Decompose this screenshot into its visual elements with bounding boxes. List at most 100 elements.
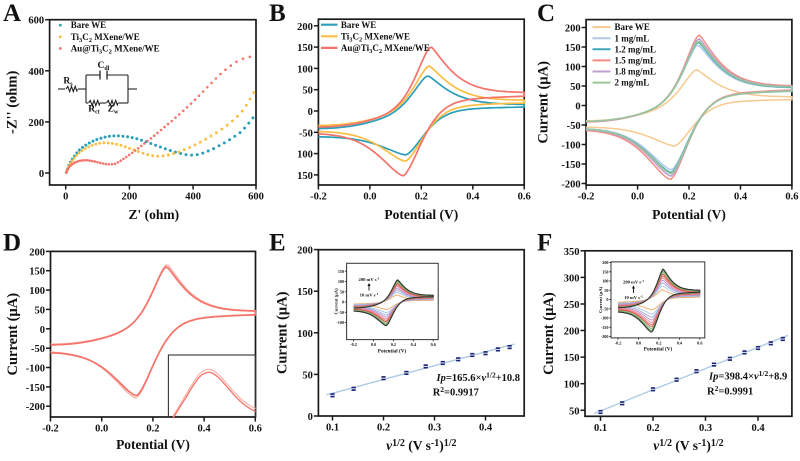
svg-text:100: 100 xyxy=(297,329,313,340)
svg-text:F: F xyxy=(537,230,552,257)
svg-text:Rct: Rct xyxy=(88,105,100,116)
svg-text:Potential (V): Potential (V) xyxy=(384,207,458,222)
svg-text:1 mg/mL: 1 mg/mL xyxy=(615,33,650,43)
svg-text:0.4: 0.4 xyxy=(751,423,765,434)
svg-text:Zw: Zw xyxy=(108,105,119,116)
svg-text:-0.2: -0.2 xyxy=(615,340,622,345)
svg-text:v1/2 (V s-1)1/2: v1/2 (V s-1)1/2 xyxy=(386,438,456,453)
svg-text:1.8 mg/mL: 1.8 mg/mL xyxy=(615,67,657,77)
svg-text:-0.2: -0.2 xyxy=(350,342,357,347)
svg-text:0.4: 0.4 xyxy=(677,340,683,345)
svg-text:Au@Ti3C2 MXene/WE: Au@Ti3C2 MXene/WE xyxy=(341,43,430,55)
svg-text:-150: -150 xyxy=(561,160,580,171)
svg-text:0.1: 0.1 xyxy=(326,423,339,434)
svg-text:100: 100 xyxy=(564,380,580,391)
svg-text:Bare WE: Bare WE xyxy=(341,20,376,30)
svg-text:0: 0 xyxy=(606,297,608,302)
svg-text:-100: -100 xyxy=(336,320,344,325)
svg-text:Ti3C2 MXene/WE: Ti3C2 MXene/WE xyxy=(341,31,410,43)
svg-text:A: A xyxy=(3,0,21,27)
svg-text:100: 100 xyxy=(29,286,45,297)
svg-text:150: 150 xyxy=(564,353,580,364)
svg-text:50: 50 xyxy=(604,288,608,293)
svg-text:300: 300 xyxy=(564,273,580,284)
svg-text:Current (µA): Current (µA) xyxy=(536,61,552,144)
svg-text:0.1: 0.1 xyxy=(594,423,607,434)
svg-text:-50: -50 xyxy=(339,310,345,315)
svg-text:-0.2: -0.2 xyxy=(310,192,327,203)
svg-text:-200: -200 xyxy=(26,402,45,413)
svg-text:10 mV s-1: 10 mV s-1 xyxy=(624,295,643,301)
svg-text:50: 50 xyxy=(569,406,580,417)
svg-text:-150: -150 xyxy=(601,325,609,330)
svg-text:B: B xyxy=(269,0,286,27)
svg-text:200: 200 xyxy=(297,246,313,257)
svg-text:200: 200 xyxy=(602,260,608,265)
svg-text:R2=0.9917: R2=0.9917 xyxy=(433,385,479,399)
svg-text:-200: -200 xyxy=(561,180,580,191)
svg-text:200: 200 xyxy=(28,118,44,129)
svg-text:200 mV s-1: 200 mV s-1 xyxy=(623,279,644,285)
svg-text:0: 0 xyxy=(63,192,68,203)
svg-text:50: 50 xyxy=(302,370,313,381)
svg-text:100: 100 xyxy=(297,64,313,75)
svg-text:0.0: 0.0 xyxy=(363,192,376,203)
svg-text:Potential (V): Potential (V) xyxy=(644,346,673,353)
svg-text:Au@Ti3C2 MXene/WE: Au@Ti3C2 MXene/WE xyxy=(71,44,160,56)
svg-text:0.0: 0.0 xyxy=(631,192,644,203)
svg-text:0.2: 0.2 xyxy=(146,424,159,435)
svg-text:Current (µA): Current (µA) xyxy=(334,288,339,315)
svg-text:0.2: 0.2 xyxy=(391,342,396,347)
svg-text:600: 600 xyxy=(248,192,264,203)
svg-text:200: 200 xyxy=(565,24,581,35)
svg-text:50: 50 xyxy=(570,82,581,93)
svg-text:Current (µA): Current (µA) xyxy=(275,291,291,374)
svg-text:Z' (ohm): Z' (ohm) xyxy=(128,207,179,222)
svg-text:400: 400 xyxy=(28,67,44,78)
svg-text:0.2: 0.2 xyxy=(656,340,661,345)
svg-text:Current (µA): Current (µA) xyxy=(598,286,603,313)
svg-text:1.5 mg/mL: 1.5 mg/mL xyxy=(615,56,657,66)
svg-text:0.2: 0.2 xyxy=(646,423,659,434)
svg-text:100: 100 xyxy=(565,63,581,74)
svg-text:0.4: 0.4 xyxy=(198,424,212,435)
svg-text:100: 100 xyxy=(602,279,608,284)
svg-text:0.0: 0.0 xyxy=(371,342,376,347)
svg-text:-100: -100 xyxy=(561,141,580,152)
svg-text:Current (µA): Current (µA) xyxy=(5,293,21,376)
svg-text:200: 200 xyxy=(564,327,580,338)
svg-text:200 mV s-1: 200 mV s-1 xyxy=(359,277,380,283)
svg-text:0.6: 0.6 xyxy=(249,424,262,435)
svg-text:150: 150 xyxy=(297,43,313,54)
svg-text:0.3: 0.3 xyxy=(699,423,712,434)
svg-text:0.6: 0.6 xyxy=(697,340,702,345)
svg-text:0: 0 xyxy=(308,107,313,118)
svg-text:0.6: 0.6 xyxy=(431,342,436,347)
svg-text:Ti3C2 MXene/WE: Ti3C2 MXene/WE xyxy=(71,32,140,44)
svg-text:C: C xyxy=(537,0,555,27)
svg-text:R2=0.9991: R2=0.9991 xyxy=(707,384,753,398)
svg-text:0.0: 0.0 xyxy=(95,424,108,435)
svg-text:-0.2: -0.2 xyxy=(578,192,595,203)
svg-text:200: 200 xyxy=(297,22,313,33)
svg-text:0.4: 0.4 xyxy=(479,423,493,434)
svg-text:Bare WE: Bare WE xyxy=(615,22,650,32)
svg-text:150: 150 xyxy=(297,287,313,298)
svg-text:200: 200 xyxy=(122,192,138,203)
svg-text:0: 0 xyxy=(342,300,344,305)
svg-text:50: 50 xyxy=(35,305,46,316)
svg-text:150: 150 xyxy=(338,269,344,274)
svg-text:1.2 mg/mL: 1.2 mg/mL xyxy=(615,44,657,54)
svg-text:150: 150 xyxy=(565,43,581,54)
svg-text:0.4: 0.4 xyxy=(734,192,748,203)
svg-text:0.6: 0.6 xyxy=(518,192,531,203)
svg-text:0.3: 0.3 xyxy=(428,423,441,434)
svg-text:100: 100 xyxy=(297,150,313,161)
svg-text:10 mV s-1: 10 mV s-1 xyxy=(360,292,379,298)
svg-text:Bare WE: Bare WE xyxy=(71,20,106,30)
svg-text:0: 0 xyxy=(40,325,45,336)
svg-text:0.2: 0.2 xyxy=(682,192,695,203)
svg-text:Cdl: Cdl xyxy=(98,61,110,72)
svg-text:Current (µA): Current (µA) xyxy=(541,292,557,375)
svg-text:0.0: 0.0 xyxy=(636,340,641,345)
